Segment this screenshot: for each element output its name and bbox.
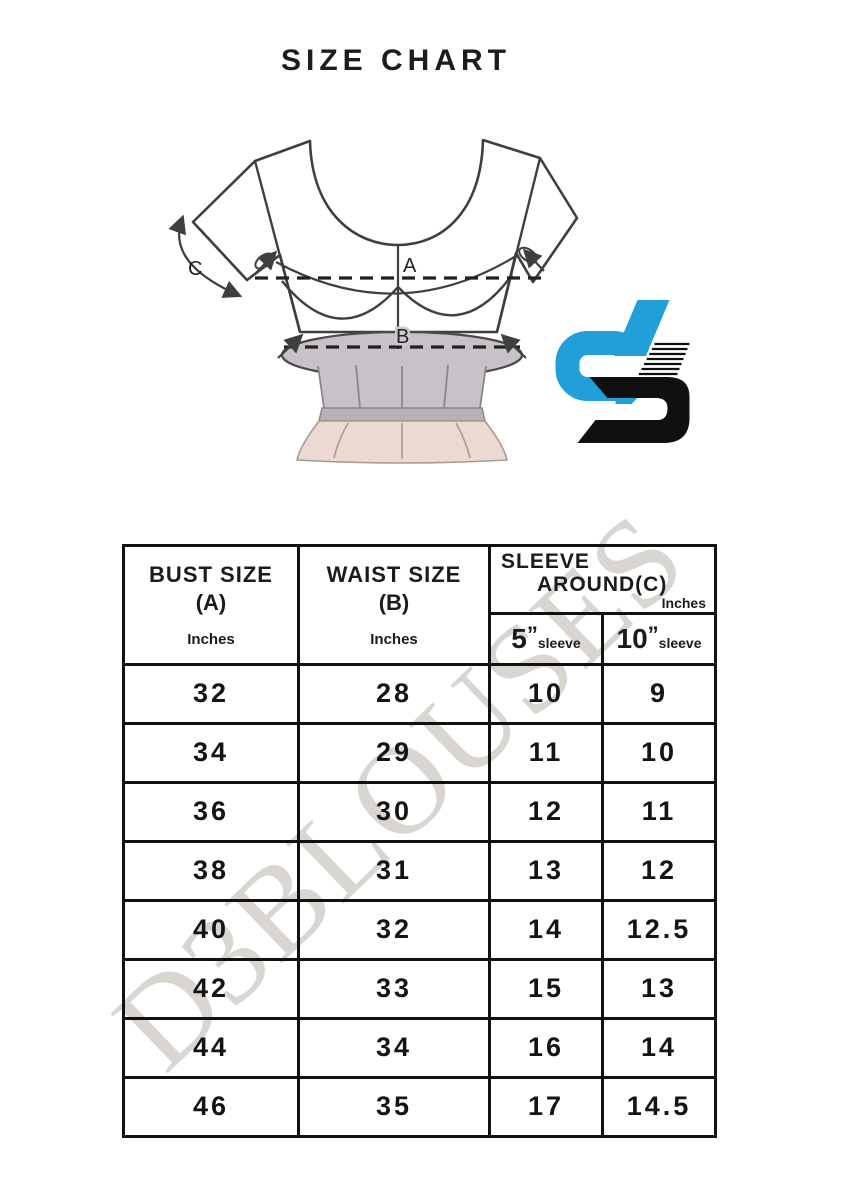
header-bust: BUST SIZE (A) Inches — [122, 544, 300, 666]
cell-sleeve10: 14.5 — [601, 1075, 717, 1138]
label-waist-b: B — [396, 326, 409, 348]
cell-bust: 38 — [122, 839, 300, 902]
cell-sleeve10: 12.5 — [601, 898, 717, 961]
cell-sleeve5: 13 — [488, 839, 604, 902]
cell-waist: 34 — [297, 1016, 491, 1079]
d3-logo-black-3 — [577, 377, 690, 443]
table-row: 40 32 14 12.5 — [122, 898, 717, 961]
d3-logo — [555, 300, 690, 443]
lower-body — [280, 330, 524, 464]
cell-sleeve5: 16 — [488, 1016, 604, 1079]
cell-sleeve10: 13 — [601, 957, 717, 1020]
cell-sleeve10: 9 — [601, 662, 717, 725]
bust-cup-right — [397, 274, 513, 317]
header-sleeve-key: (C) — [635, 573, 668, 597]
header-sleeve-line2: AROUND(C) — [537, 573, 668, 597]
cell-sleeve5: 14 — [488, 898, 604, 961]
sleeve10-label: sleeve — [658, 635, 702, 652]
header-sleeve-10: 10”sleeve — [601, 611, 717, 666]
header-waist-unit: Inches — [370, 630, 418, 648]
label-sleeve-c: C — [188, 258, 202, 280]
sleeve10-value: 10 — [616, 623, 648, 655]
cell-bust: 42 — [122, 957, 300, 1020]
cell-waist: 35 — [297, 1075, 491, 1138]
cell-waist: 29 — [297, 721, 491, 784]
cell-waist: 31 — [297, 839, 491, 902]
inch-mark: ” — [526, 622, 538, 648]
cell-sleeve10: 10 — [601, 721, 717, 784]
table-row: 46 35 17 14.5 — [122, 1075, 717, 1138]
table-row: 36 30 12 11 — [122, 780, 717, 843]
cell-waist: 30 — [297, 780, 491, 843]
page-title: SIZE CHART — [281, 44, 511, 77]
table-row: 32 28 10 9 — [122, 662, 717, 725]
table-row: 34 29 11 10 — [122, 721, 717, 784]
blouse-outline — [191, 138, 579, 334]
cell-sleeve10: 12 — [601, 839, 717, 902]
header-sleeve-line1: SLEEVE — [501, 550, 590, 573]
header-bust-key: (A) — [195, 589, 227, 615]
cell-bust: 46 — [122, 1075, 300, 1138]
sleeve-measure-arrow-C — [168, 214, 243, 298]
size-table: BUST SIZE (A) Inches WAIST SIZE (B) Inch… — [122, 544, 717, 1138]
label-bust-a: A — [403, 255, 417, 277]
bodice-side-seam-right — [495, 157, 542, 333]
cell-sleeve5: 10 — [488, 662, 604, 725]
cell-sleeve5: 15 — [488, 957, 604, 1020]
cell-bust: 34 — [122, 721, 300, 784]
bodice-side-seam-left — [253, 160, 302, 333]
table-row: 38 31 13 12 — [122, 839, 717, 902]
header-sleeve-5: 5”sleeve — [488, 611, 604, 666]
cell-sleeve5: 11 — [488, 721, 604, 784]
header-sleeve-unit: Inches — [661, 595, 706, 612]
d3-logo-speed-lines — [638, 342, 690, 376]
cell-sleeve5: 12 — [488, 780, 604, 843]
blouse-measurement-diagram: A B C — [168, 138, 579, 464]
cell-bust: 40 — [122, 898, 300, 961]
bust-cup-left — [281, 280, 399, 320]
header-bust-unit: Inches — [187, 630, 235, 648]
sleeve5-value: 5 — [511, 623, 527, 655]
header-waist-title: WAIST SIZE — [326, 561, 462, 587]
header-waist: WAIST SIZE (B) Inches — [297, 544, 491, 666]
header-waist-key: (B) — [378, 589, 410, 615]
cell-bust: 36 — [122, 780, 300, 843]
cell-waist: 32 — [297, 898, 491, 961]
cell-waist: 33 — [297, 957, 491, 1020]
waist-arrow-right — [500, 333, 527, 359]
table-row: 44 34 16 14 — [122, 1016, 717, 1079]
inch-mark: ” — [647, 622, 659, 648]
cell-bust: 44 — [122, 1016, 300, 1079]
table-row: 42 33 15 13 — [122, 957, 717, 1020]
cell-sleeve10: 14 — [601, 1016, 717, 1079]
cell-sleeve10: 11 — [601, 780, 717, 843]
cell-sleeve5: 17 — [488, 1075, 604, 1138]
bust-arrow-right — [522, 248, 545, 272]
header-bust-title: BUST SIZE — [149, 561, 273, 587]
sleeve5-label: sleeve — [537, 635, 581, 652]
waist-arrow-left — [277, 333, 304, 359]
cell-waist: 28 — [297, 662, 491, 725]
cell-bust: 32 — [122, 662, 300, 725]
bust-arrow-left — [255, 250, 278, 274]
header-sleeve-around: SLEEVE AROUND(C) Inches — [488, 544, 717, 615]
